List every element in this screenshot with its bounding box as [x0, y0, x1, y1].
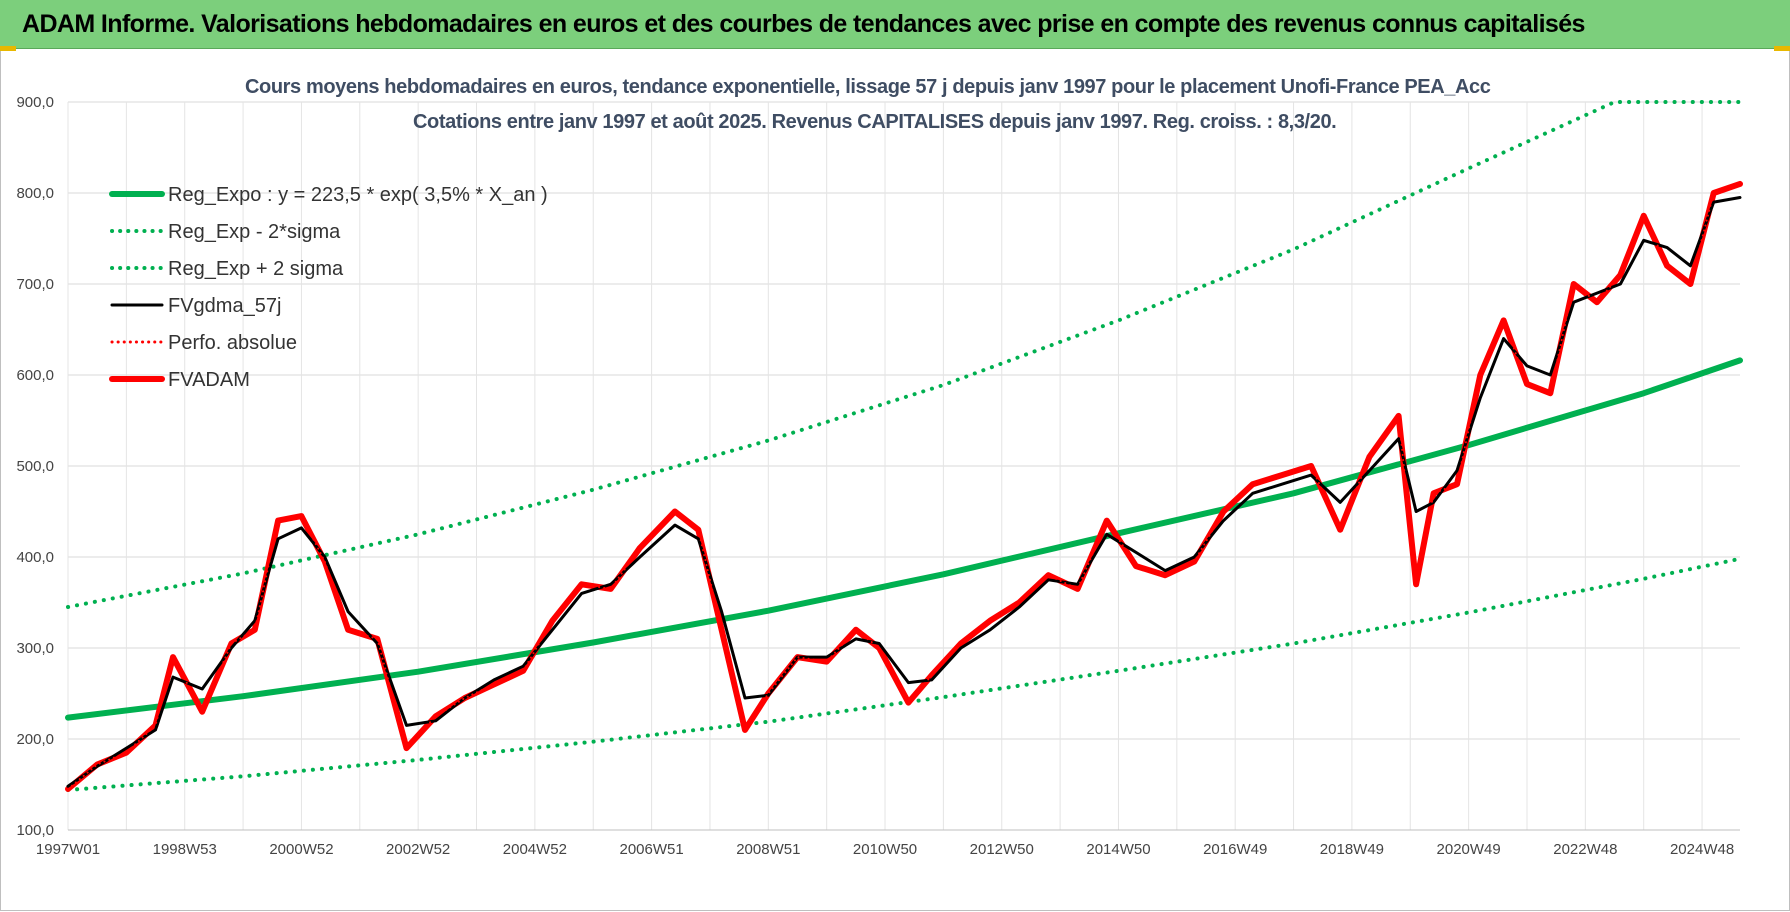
line-chart: 900,0 800,0 700,0 600,0 500,0 400,0 300,0 200,0…: [16, 94, 1743, 858]
y-tick-label: 300,0: [16, 640, 54, 657]
corner-mark-left: [0, 46, 16, 51]
y-tick-label: 500,0: [16, 458, 54, 475]
x-tick-label: 2022W48: [1553, 841, 1617, 858]
legend-label: Reg_Expo : y = 223,5 * exp( 3,5% * X_an …: [168, 184, 548, 206]
series-line: [67, 182, 1741, 790]
x-tick-label: 2020W49: [1437, 841, 1501, 858]
header-banner: ADAM Informe. Valorisations hebdomadaire…: [0, 0, 1790, 49]
legend-label: Perfo. absolue: [168, 332, 297, 354]
x-tick-label: 2008W51: [736, 841, 800, 858]
chart-subtitle: Cotations entre janv 1997 et août 2025. …: [413, 111, 1337, 133]
y-tick-label: 100,0: [16, 822, 54, 839]
corner-mark-right: [1774, 46, 1790, 51]
x-tick-label: 2000W52: [269, 841, 333, 858]
x-tick-label: 2006W51: [619, 841, 683, 858]
x-tick-label: 2016W49: [1203, 841, 1267, 858]
y-tick-label: 700,0: [16, 276, 54, 293]
x-tick-label: 2004W52: [503, 841, 567, 858]
y-tick-label: 800,0: [16, 185, 54, 202]
y-tick-label: 400,0: [16, 549, 54, 566]
x-tick-label: 2024W48: [1670, 841, 1734, 858]
x-tick-label: 2010W50: [853, 841, 917, 858]
x-tick-label: 2002W52: [386, 841, 450, 858]
x-tick-label: 2012W50: [970, 841, 1034, 858]
banner-title: ADAM Informe. Valorisations hebdomadaire…: [22, 10, 1585, 38]
x-tick-label: 1998W53: [153, 841, 217, 858]
x-tick-label: 2018W49: [1320, 841, 1384, 858]
grid-layer: 900,0 800,0 700,0 600,0 500,0 400,0 300,0 200,0…: [16, 94, 1740, 858]
legend-label: Reg_Exp - 2*sigma: [168, 221, 341, 243]
y-tick-label: 900,0: [16, 94, 54, 111]
chart-title: Cours moyens hebdomadaires en euros, ten…: [245, 76, 1491, 98]
legend: Reg_Expo : y = 223,5 * exp( 3,5% * X_an …: [109, 184, 548, 391]
legend-label: FVgdma_57j: [168, 295, 281, 317]
x-tick-label: 2014W50: [1086, 841, 1150, 858]
legend-label: Reg_Exp + 2 sigma: [168, 258, 344, 280]
y-tick-label: 200,0: [16, 731, 54, 748]
x-tick-label: 1997W01: [36, 841, 100, 858]
series-layer: [65, 100, 1743, 792]
series-line: [66, 196, 1742, 788]
series-line: [65, 357, 1743, 721]
series-line: [66, 556, 1742, 792]
y-tick-label: 600,0: [16, 367, 54, 384]
legend-label: FVADAM: [168, 369, 250, 391]
